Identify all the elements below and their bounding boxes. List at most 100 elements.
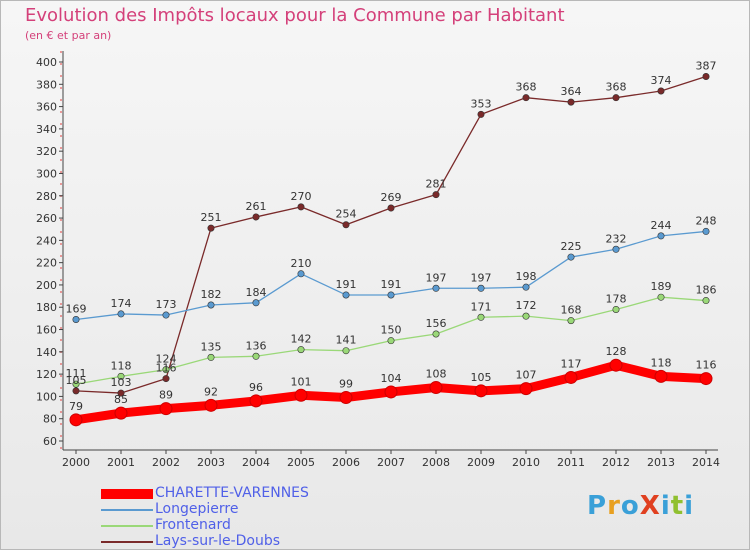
- data-label: 210: [291, 257, 312, 270]
- data-label: 174: [111, 297, 132, 310]
- logo-letter: t: [670, 491, 685, 521]
- data-point: [522, 283, 530, 291]
- data-point: [207, 353, 215, 361]
- data-label: 184: [246, 286, 267, 299]
- data-label: 105: [471, 371, 492, 384]
- data-point: [207, 301, 215, 309]
- data-label: 111: [66, 367, 87, 380]
- x-tick-label: 2006: [332, 456, 360, 469]
- data-point: [204, 398, 218, 412]
- data-label: 171: [471, 300, 492, 313]
- logo-letter: i: [660, 491, 671, 521]
- data-label: 186: [696, 284, 717, 297]
- legend-swatch: [101, 541, 153, 543]
- data-point: [339, 391, 353, 405]
- data-point: [567, 317, 575, 325]
- data-label: 172: [516, 299, 537, 312]
- x-tick-label: 2007: [377, 456, 405, 469]
- x-tick-label: 2012: [602, 456, 630, 469]
- data-point: [387, 204, 395, 212]
- y-tick-label: 100: [36, 390, 57, 403]
- x-tick-label: 2010: [512, 456, 540, 469]
- logo-letter: i: [684, 491, 695, 521]
- data-label: 254: [336, 208, 357, 221]
- data-point: [114, 406, 128, 420]
- data-label: 141: [336, 334, 357, 347]
- data-point: [432, 330, 440, 338]
- data-point: [432, 191, 440, 199]
- data-point: [162, 375, 170, 383]
- logo-letter: o: [620, 491, 640, 521]
- data-label: 353: [471, 97, 492, 110]
- data-point: [567, 253, 575, 261]
- data-point: [297, 346, 305, 354]
- x-tick-label: 2001: [107, 456, 135, 469]
- data-point: [477, 313, 485, 321]
- data-point: [342, 347, 350, 355]
- data-label: 142: [291, 333, 312, 346]
- data-label: 368: [516, 81, 537, 94]
- data-label: 118: [651, 356, 672, 369]
- data-point: [702, 227, 710, 235]
- data-point: [297, 203, 305, 211]
- data-point: [477, 110, 485, 118]
- data-point: [72, 315, 80, 323]
- y-tick-label: 200: [36, 279, 57, 292]
- data-label: 85: [114, 393, 128, 406]
- chart-subtitle: (en € et par an): [25, 29, 112, 42]
- data-point: [432, 284, 440, 292]
- x-tick-label: 2011: [557, 456, 585, 469]
- data-label: 191: [381, 278, 402, 291]
- y-tick-label: 360: [36, 101, 57, 114]
- data-point: [699, 372, 713, 386]
- data-point: [117, 389, 125, 397]
- data-point: [522, 94, 530, 102]
- x-tick-label: 2013: [647, 456, 675, 469]
- data-point: [117, 310, 125, 318]
- data-label: 269: [381, 191, 402, 204]
- data-point: [612, 305, 620, 313]
- data-label: 103: [111, 376, 132, 389]
- data-point: [69, 413, 83, 427]
- x-tick-label: 2003: [197, 456, 225, 469]
- data-point: [117, 372, 125, 380]
- data-label: 135: [201, 340, 222, 353]
- y-tick-label: 400: [36, 56, 57, 69]
- data-label: 364: [561, 85, 582, 98]
- data-label: 244: [651, 219, 672, 232]
- legend-label: Longepierre: [155, 501, 239, 517]
- y-tick-label: 260: [36, 212, 57, 225]
- data-label: 251: [201, 211, 222, 224]
- data-label: 232: [606, 232, 627, 245]
- data-label: 387: [696, 59, 717, 72]
- data-point: [564, 370, 578, 384]
- data-point: [567, 98, 575, 106]
- x-tick-label: 2008: [422, 456, 450, 469]
- data-point: [612, 245, 620, 253]
- data-label: 189: [651, 280, 672, 293]
- data-point: [252, 213, 260, 221]
- data-label: 136: [246, 339, 267, 352]
- data-label: 104: [381, 372, 402, 385]
- data-label: 150: [381, 324, 402, 337]
- data-point: [657, 232, 665, 240]
- logo-letter: r: [607, 491, 621, 521]
- data-label: 178: [606, 292, 627, 305]
- y-tick-label: 60: [43, 435, 57, 448]
- legend-label: Frontenard: [155, 517, 231, 533]
- data-label: 79: [69, 400, 83, 413]
- data-label: 92: [204, 385, 218, 398]
- logo-letter: X: [639, 491, 661, 521]
- data-label: 182: [201, 288, 222, 301]
- data-point: [657, 293, 665, 301]
- data-label: 96: [249, 381, 263, 394]
- legend-swatch: [101, 489, 153, 499]
- x-tick-label: 2005: [287, 456, 315, 469]
- y-tick-label: 240: [36, 234, 57, 247]
- data-label: 173: [156, 298, 177, 311]
- data-point: [519, 382, 533, 396]
- data-label: 197: [426, 271, 447, 284]
- y-tick-label: 280: [36, 190, 57, 203]
- data-label: 128: [606, 345, 627, 358]
